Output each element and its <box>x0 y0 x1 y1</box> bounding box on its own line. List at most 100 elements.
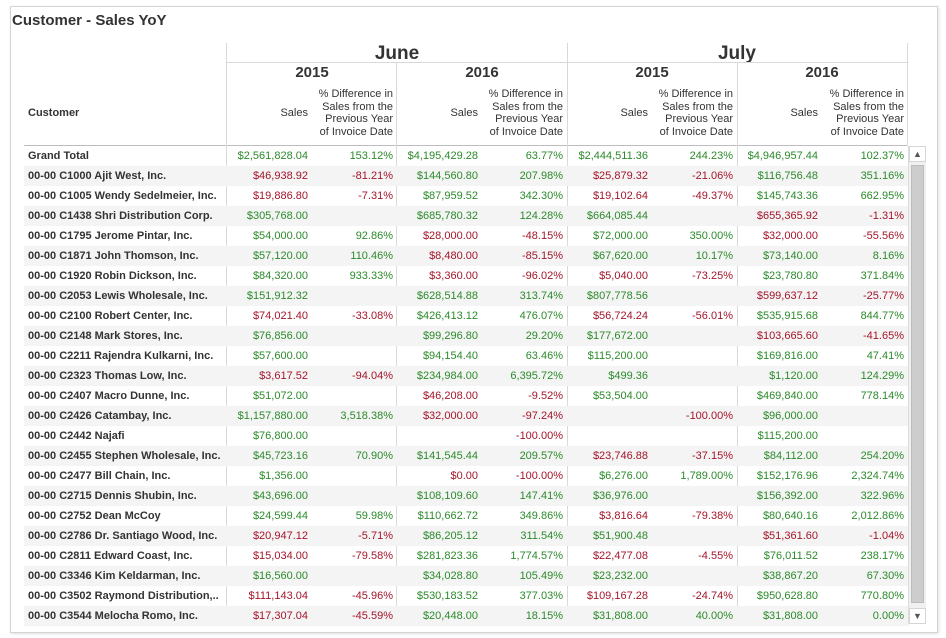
sales-cell[interactable]: $141,545.44 <box>416 450 478 462</box>
pct-difference-cell[interactable]: 933.33% <box>349 270 393 282</box>
scroll-down-icon[interactable]: ▼ <box>909 608 926 624</box>
sales-cell[interactable]: $115,200.00 <box>587 350 648 362</box>
sales-cell[interactable]: $23,780.80 <box>762 270 818 282</box>
sales-cell[interactable]: $72,000.00 <box>592 230 648 242</box>
table-row[interactable]: 00-00 C1005 Wendy Sedelmeier, Inc. $19,88… <box>24 186 909 206</box>
sales-cell[interactable]: $3,617.52 <box>259 370 308 382</box>
sales-cell[interactable]: $0.00 <box>450 470 478 482</box>
sales-cell[interactable]: $45,723.16 <box>252 450 308 462</box>
pct-difference-cell[interactable]: 6,395.72% <box>510 370 563 382</box>
pct-difference-cell[interactable]: 342.30% <box>519 190 563 202</box>
customer-name-cell[interactable]: 00-00 C2715 Dennis Shubin, Inc. <box>28 490 197 502</box>
pct-difference-cell[interactable]: 110.46% <box>350 250 393 262</box>
customer-name-cell[interactable]: 00-00 C2323 Thomas Low, Inc. <box>28 370 187 382</box>
sales-cell[interactable]: $73,140.00 <box>762 250 818 262</box>
sales-cell[interactable]: $19,102.64 <box>592 190 648 202</box>
pct-difference-cell[interactable]: -45.96% <box>352 590 393 602</box>
customer-name-cell[interactable]: 00-00 C1000 Ajit West, Inc. <box>28 170 167 182</box>
sales-cell[interactable]: $111,143.04 <box>248 590 308 602</box>
customer-name-cell[interactable]: 00-00 C2426 Catambay, Inc. <box>28 410 172 422</box>
pct-difference-cell[interactable] <box>653 346 733 366</box>
pct-difference-cell[interactable]: 47.41% <box>866 350 904 362</box>
pct-difference-cell[interactable]: -79.58% <box>352 550 393 562</box>
sales-cell[interactable]: $108,109.60 <box>416 490 478 502</box>
sales-cell[interactable]: $51,361.60 <box>762 530 818 542</box>
sales-cell[interactable]: $234,984.00 <box>416 370 478 382</box>
pct-difference-cell[interactable] <box>313 426 393 446</box>
sales-cell[interactable]: $32,000.00 <box>422 410 478 422</box>
sales-cell[interactable]: $530,183.52 <box>416 590 478 602</box>
sales-cell[interactable]: $535,915.68 <box>756 310 818 322</box>
pct-difference-cell[interactable] <box>653 366 733 386</box>
sales-cell[interactable]: $46,208.00 <box>422 390 478 402</box>
customer-name-cell[interactable]: 00-00 C2211 Rajendra Kulkarni, Inc. <box>28 350 214 362</box>
table-row[interactable]: 00-00 C1000 Ajit West, Inc. $46,938.92 -81… <box>24 166 909 186</box>
pct-difference-cell[interactable]: 2,012.86% <box>851 510 904 522</box>
pct-difference-cell[interactable]: 147.41% <box>519 490 563 502</box>
pct-difference-cell[interactable]: 351.16% <box>860 170 904 182</box>
table-row[interactable]: 00-00 C2715 Dennis Shubin, Inc. $43,696.0… <box>24 486 909 506</box>
sales-cell[interactable]: $57,600.00 <box>252 350 308 362</box>
sales-cell[interactable]: $57,120.00 <box>252 250 308 262</box>
sales-cell[interactable] <box>558 406 648 426</box>
sales-cell[interactable]: $76,856.00 <box>252 330 308 342</box>
table-row[interactable]: 00-00 C2100 Robert Center, Inc. $74,021.4… <box>24 306 909 326</box>
pct-difference-cell[interactable]: -56.01% <box>692 310 733 322</box>
pct-difference-cell[interactable]: -100.00% <box>515 470 563 482</box>
pct-difference-cell[interactable]: 313.74% <box>519 290 563 302</box>
sales-cell[interactable]: $31,808.00 <box>592 610 648 622</box>
pct-difference-cell[interactable]: 18.15% <box>525 610 563 622</box>
grand-total-row[interactable]: Grand Total $2,561,828.04 153.12% $4,195,42… <box>24 146 909 166</box>
pct-difference-cell[interactable]: 662.95% <box>860 190 904 202</box>
pct-difference-cell[interactable]: 209.57% <box>519 450 563 462</box>
customer-name-cell[interactable]: 00-00 C2752 Dean McCoy <box>28 510 161 522</box>
pct-difference-cell[interactable]: 29.20% <box>525 330 563 342</box>
sales-cell[interactable]: $56,724.24 <box>592 310 648 322</box>
pct-difference-cell[interactable] <box>313 346 393 366</box>
sales-cell[interactable]: $32,000.00 <box>762 230 818 242</box>
customer-name-cell[interactable]: 00-00 C1795 Jerome Pintar, Inc. <box>28 230 193 242</box>
sales-cell[interactable]: $22,477.08 <box>592 550 648 562</box>
pct-difference-cell[interactable]: 40.00% <box>695 610 733 622</box>
sales-cell[interactable]: $19,886.80 <box>252 190 308 202</box>
pct-difference-cell[interactable]: -79.38% <box>692 510 733 522</box>
sales-cell[interactable]: $36,976.00 <box>592 490 648 502</box>
customer-name-cell[interactable]: 00-00 C1920 Robin Dickson, Inc. <box>28 270 197 282</box>
pct-difference-cell[interactable]: -81.21% <box>352 170 393 182</box>
pct-difference-cell[interactable]: -4.55% <box>698 550 733 562</box>
sales-cell[interactable]: $6,276.00 <box>599 470 648 482</box>
pct-difference-cell[interactable]: 244.23% <box>689 150 733 162</box>
sales-cell[interactable] <box>388 426 478 446</box>
pct-difference-cell[interactable]: 102.37% <box>860 150 904 162</box>
sales-cell[interactable]: $17,307.04 <box>252 610 308 622</box>
pct-difference-cell[interactable]: -24.74% <box>692 590 733 602</box>
pct-difference-cell[interactable] <box>653 566 733 586</box>
pct-difference-cell[interactable]: 63.77% <box>525 150 563 162</box>
pct-difference-cell[interactable]: -73.25% <box>692 270 733 282</box>
sales-cell[interactable]: $1,157,880.00 <box>237 410 308 422</box>
sales-cell[interactable]: $20,448.00 <box>422 610 478 622</box>
pct-difference-cell[interactable]: -21.06% <box>692 170 733 182</box>
pct-difference-cell[interactable]: 350.00% <box>689 230 733 242</box>
sales-cell[interactable]: $628,514.88 <box>416 290 478 302</box>
table-row[interactable]: 00-00 C2811 Edward Coast, Inc. $15,034.00… <box>24 546 909 566</box>
sales-cell[interactable]: $305,768.00 <box>246 210 308 222</box>
sales-cell[interactable]: $8,480.00 <box>429 250 478 262</box>
customer-name-cell[interactable]: 00-00 C1005 Wendy Sedelmeier, Inc. <box>28 190 217 202</box>
sales-cell[interactable]: $53,504.00 <box>592 390 648 402</box>
pct-difference-cell[interactable]: 67.30% <box>866 570 904 582</box>
customer-name-cell[interactable]: 00-00 C2053 Lewis Wholesale, Inc. <box>28 290 208 302</box>
sales-cell[interactable]: $807,778.56 <box>586 290 648 302</box>
sales-cell[interactable]: $51,072.00 <box>252 390 308 402</box>
sales-cell[interactable]: $99,296.80 <box>422 330 478 342</box>
sales-cell[interactable]: $426,413.12 <box>416 310 478 322</box>
sales-cell[interactable]: $281,823.36 <box>416 550 478 562</box>
sales-cell[interactable]: $80,640.16 <box>762 510 818 522</box>
pct-difference-cell[interactable]: 3,518.38% <box>340 410 393 422</box>
pct-difference-cell[interactable]: 238.17% <box>860 550 904 562</box>
sales-cell[interactable]: $74,021.40 <box>252 310 308 322</box>
sales-cell[interactable]: $3,816.64 <box>599 510 648 522</box>
customer-name-cell[interactable]: 00-00 C2100 Robert Center, Inc. <box>28 310 193 322</box>
sales-cell[interactable]: $28,000.00 <box>422 230 478 242</box>
sales-cell[interactable]: $67,620.00 <box>592 250 648 262</box>
